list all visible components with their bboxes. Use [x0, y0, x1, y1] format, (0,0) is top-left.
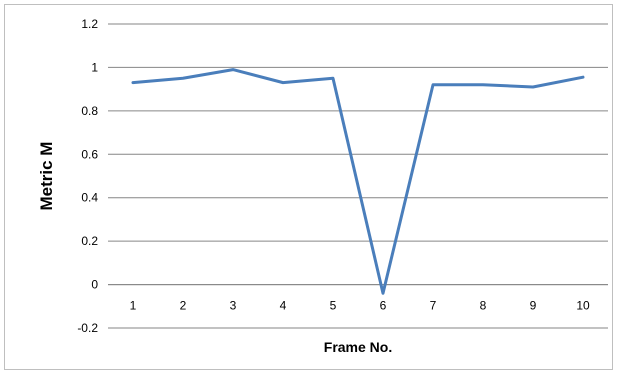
- x-tick-label: 8: [480, 299, 487, 313]
- chart-frame: [4, 4, 613, 370]
- series-line: [131, 68, 585, 295]
- x-tick-label: 7: [430, 299, 437, 313]
- x-tick-label: 5: [330, 299, 337, 313]
- x-tick-label: 3: [230, 299, 237, 313]
- gridlines: [108, 23, 608, 329]
- x-tick-label: 10: [576, 299, 590, 313]
- x-tick-label: 9: [530, 299, 537, 313]
- y-tick-label: 0: [91, 278, 98, 292]
- y-tick-label: -0.2: [77, 321, 98, 335]
- x-axis-title: Frame No.: [324, 339, 392, 355]
- x-tick-labels: 1 2 3 4 5 6 7 8 9 10: [130, 299, 590, 313]
- y-tick-label: 0.6: [81, 147, 98, 161]
- y-tick-label: 0.8: [81, 104, 98, 118]
- y-tick-labels: -0.2 0 0.2 0.4 0.6 0.8 1 1.2: [77, 17, 98, 335]
- x-tick-label: 2: [180, 299, 187, 313]
- y-axis-title: Metric M: [37, 142, 56, 211]
- y-tick-label: 0.2: [81, 234, 98, 248]
- x-tick-label: 1: [130, 299, 137, 313]
- x-tick-label: 6: [380, 299, 387, 313]
- y-tick-label: 1: [91, 60, 98, 74]
- y-tick-label: 0.4: [81, 191, 98, 205]
- x-tick-label: 4: [280, 299, 287, 313]
- y-tick-label: 1.2: [81, 17, 98, 31]
